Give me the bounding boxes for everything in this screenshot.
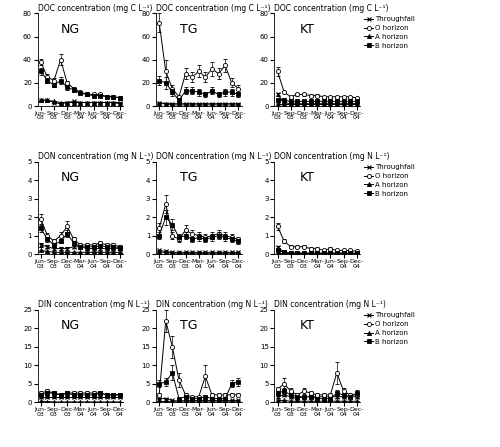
Text: NG: NG [60,319,80,332]
Text: DOC concentration (mg C L⁻¹): DOC concentration (mg C L⁻¹) [274,4,388,13]
Text: DON concentration (mg N L⁻¹): DON concentration (mg N L⁻¹) [38,152,153,161]
Text: DOC concentration (mg C L⁻¹): DOC concentration (mg C L⁻¹) [156,4,270,13]
Text: DIN concentration (mg N L⁻¹): DIN concentration (mg N L⁻¹) [274,300,386,309]
Text: TG: TG [180,171,197,184]
Legend: Throughfall, O horizon, A horizon, B horizon: Throughfall, O horizon, A horizon, B hor… [362,161,418,199]
Text: NG: NG [60,171,80,184]
Legend: Throughfall, O horizon, A horizon, B horizon: Throughfall, O horizon, A horizon, B hor… [362,13,418,51]
Text: DON concentration (mg N L⁻¹): DON concentration (mg N L⁻¹) [156,152,272,161]
Text: KT: KT [300,171,314,184]
Text: KT: KT [300,319,314,332]
Text: TG: TG [180,319,197,332]
Text: DIN concentration (mg N L⁻¹): DIN concentration (mg N L⁻¹) [156,300,268,309]
Text: DIN concentration (mg N L⁻¹): DIN concentration (mg N L⁻¹) [38,300,150,309]
Legend: Throughfall, O horizon, A horizon, B horizon: Throughfall, O horizon, A horizon, B hor… [362,310,418,348]
Text: DON concentration (mg N L⁻¹): DON concentration (mg N L⁻¹) [274,152,390,161]
Text: TG: TG [180,23,197,36]
Text: DOC concentration (mg C L⁻¹): DOC concentration (mg C L⁻¹) [38,4,152,13]
Text: NG: NG [60,23,80,36]
Text: KT: KT [300,23,314,36]
